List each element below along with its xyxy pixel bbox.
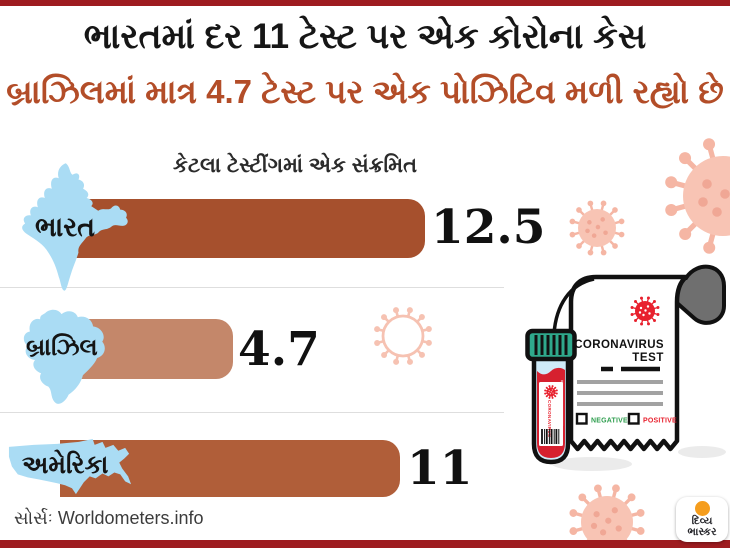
logo-text-line1: દિવ્ય <box>691 515 713 527</box>
positive-checkbox <box>627 412 640 425</box>
logo-sun-icon <box>694 501 710 516</box>
india-map-icon <box>22 163 128 291</box>
bottom-accent-bar <box>0 540 730 548</box>
report-subtitle: TEST <box>632 352 664 364</box>
negative-label: NEGATIVE <box>591 418 628 425</box>
report-title: CORONAVIRUS <box>574 339 664 351</box>
test-report-paper <box>568 274 689 452</box>
usa-map-icon <box>8 438 132 495</box>
bar-india <box>63 199 425 258</box>
virus-icon <box>569 200 625 256</box>
blood-tube: CORONAVIRUS <box>525 328 577 465</box>
paper-roll <box>675 264 726 325</box>
headline: ભારતમાં દર 11 ટેસ્ટ પર એક કોરોના કેસ <box>83 17 647 56</box>
positive-label: POSITIVE <box>643 418 677 425</box>
divya-bhaskar-logo: દિવ્ય ભાસ્કર <box>676 497 728 542</box>
virus-icon <box>665 138 730 254</box>
tube-label <box>539 382 563 446</box>
bar-value-india: 12.5 <box>431 200 546 255</box>
bar-value-brazil: 4.7 <box>238 322 320 377</box>
country-label-usa: અમેરિકા <box>22 451 109 479</box>
bar-value-usa: 11 <box>407 441 473 496</box>
country-label-brazil: બ્રાઝિલ <box>26 334 98 361</box>
virus-outline-icon <box>374 307 432 365</box>
paper-cord <box>552 277 595 335</box>
tube-barcode <box>541 429 560 444</box>
negative-checkbox <box>575 412 588 425</box>
chart-title: કેટલા ટેસ્ટીંગમાં એક સંક્રમિત <box>173 154 418 177</box>
subheadline: બ્રાઝિલમાં માત્ર 4.7 ટેસ્ટ પર એક પોઝિટિવ… <box>6 73 724 110</box>
logo-text-line2: ભાસ્કર <box>687 526 717 538</box>
shadow <box>678 446 726 458</box>
tube-label-text: CORONAVIRUS <box>547 400 552 438</box>
row-divider <box>0 412 504 413</box>
tube-virus-icon <box>544 385 558 399</box>
shadow <box>552 457 632 471</box>
report-virus-icon <box>630 296 660 326</box>
country-label-india: ભારત <box>35 212 96 242</box>
top-accent-bar <box>0 0 730 6</box>
virus-icon <box>569 484 645 548</box>
source-text: સોર્સઃ Worldometers.info <box>14 508 204 528</box>
tube-cap-ridges <box>534 335 568 355</box>
row-divider <box>0 287 504 288</box>
brazil-map-icon <box>23 309 105 404</box>
tube-cap <box>525 328 577 362</box>
coronavirus-test-illustration: CORONAVIRUS TEST NEGATIVE POSITIVE CORON… <box>525 264 726 471</box>
